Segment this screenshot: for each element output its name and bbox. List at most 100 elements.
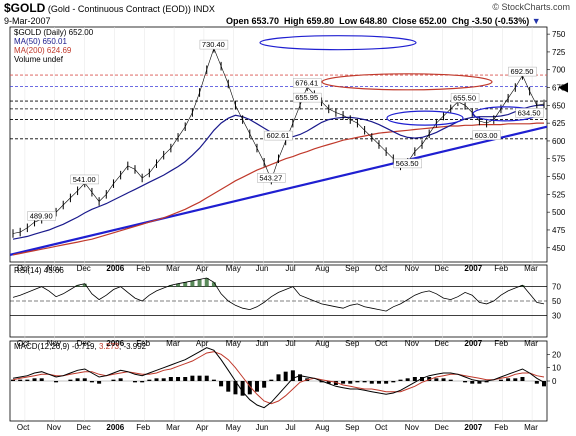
description: (Gold - Continuous Contract (EOD)) — [47, 4, 191, 14]
x-tick-label: Feb — [136, 264, 150, 273]
macd-hist-bar — [477, 381, 482, 384]
x-tick-label: Aug — [315, 339, 329, 348]
symbol: $GOLD — [4, 1, 46, 15]
macd-hist-bar — [298, 374, 303, 381]
x-tick-label: Feb — [136, 339, 150, 348]
rsi-level-label: 30 — [552, 311, 561, 320]
y-tick-label: 600 — [552, 137, 566, 146]
annotation-oct-low-box — [393, 158, 422, 169]
annotation-jul-low-line-box — [293, 92, 322, 103]
macd-hist-bar — [470, 381, 475, 384]
x-tick-label: Jul — [285, 339, 295, 348]
x-tick-label: Apr — [196, 339, 209, 348]
x-tick-label: Feb — [136, 423, 150, 432]
macd-hist-bar — [140, 381, 145, 383]
rsi-overbought-fill — [183, 282, 188, 287]
x-tick-label: Sep — [345, 264, 360, 273]
rsi-level-label: 50 — [552, 297, 561, 306]
annotation-mar-low: 634.50 — [518, 108, 541, 117]
macd-hist-bar — [18, 379, 23, 381]
x-tick-label: Jun — [256, 264, 269, 273]
macd-value: -0.719 — [71, 342, 95, 351]
macd-hist: -3.992 — [123, 342, 147, 351]
x-tick-label: Dec — [77, 339, 91, 348]
ellipse-may-top — [259, 35, 417, 51]
macd-hist-bar — [132, 381, 137, 383]
rsi-overbought-fill — [197, 279, 202, 287]
dropdown-arrow-icon[interactable]: ▼ — [531, 16, 541, 26]
x-tick-label: Jun — [256, 339, 269, 348]
macd-line — [12, 347, 545, 409]
y-tick-label: 475 — [552, 226, 566, 235]
x-tick-label: Mar — [166, 264, 180, 273]
x-tick-label: Dec — [77, 264, 91, 273]
macd-hist-bar — [269, 379, 274, 381]
y-tick-label: 750 — [552, 30, 566, 39]
annotation-jul-low-line: 655.95 — [295, 93, 318, 102]
macd-hist-bar — [97, 381, 102, 384]
x-tick-label: Nov — [405, 264, 419, 273]
x-tick-label: 2006 — [106, 264, 124, 273]
macd-legend: MACD(12,26,9) -0.719, 3.273, -3.992 — [14, 342, 147, 351]
x-tick-label: Feb — [494, 339, 508, 348]
macd-hist-bar — [226, 381, 231, 392]
macd-hist-bar — [11, 379, 15, 381]
x-tick-label: Oct — [375, 423, 388, 432]
macd-hist-bar — [498, 379, 503, 381]
x-tick-label: Dec — [77, 423, 91, 432]
ellipse-resistance — [321, 73, 493, 91]
macd-hist-bar — [484, 381, 489, 383]
rsi-overbought-fill — [82, 283, 87, 287]
rsi-overbought-fill — [190, 280, 195, 287]
x-tick-label: Feb — [494, 264, 508, 273]
macd-signal: 3.273 — [98, 342, 119, 351]
macd-hist-bar — [197, 375, 202, 381]
macd-hist-bar — [384, 381, 389, 384]
y-tick-label: 500 — [552, 208, 566, 217]
chart-date: 9-Mar-2007 — [4, 16, 51, 26]
macd-hist-bar — [290, 370, 295, 381]
x-tick-label: 2007 — [464, 264, 482, 273]
macd-hist-bar — [183, 377, 188, 381]
macd-hist-bar — [25, 379, 30, 381]
macd-hist-bar — [534, 381, 539, 384]
x-tick-label: Oct — [17, 339, 30, 348]
macd-hist-bar — [39, 378, 44, 381]
macd-tick-label: 20 — [552, 350, 561, 359]
rsi-overbought-fill — [75, 285, 80, 287]
macd-hist-bar — [68, 379, 73, 381]
x-tick-label: May — [226, 264, 241, 273]
macd-hist-bar — [362, 381, 367, 383]
macd-hist-bar — [233, 381, 238, 395]
open-value: Open 653.70 — [226, 16, 280, 26]
annotation-dec-high-box — [450, 93, 480, 103]
x-tick-label: Dec — [435, 423, 449, 432]
annotation-jul-high: 676.41 — [295, 79, 318, 88]
y-tick-label: 575 — [552, 155, 566, 164]
macd-hist-bar — [391, 381, 396, 383]
close-value: Close 652.00 — [392, 16, 447, 26]
macd-hist-bar — [398, 379, 403, 381]
annotation-jul-low: 602.61 — [267, 131, 290, 140]
uptrend-line — [9, 125, 548, 256]
x-tick-label: Dec — [435, 339, 449, 348]
macd-hist-bar — [75, 378, 80, 381]
macd-hist-bar — [319, 381, 324, 383]
rsi-overbought-fill — [176, 283, 181, 287]
macd-hist-bar — [147, 379, 152, 381]
macd-hist-bar — [154, 378, 159, 381]
y-tick-label: 625 — [552, 119, 566, 128]
annotation-jul-low-box — [264, 130, 293, 141]
x-tick-label: Apr — [196, 423, 209, 432]
macd-hist-bar — [204, 375, 209, 381]
macd-hist-bar — [111, 379, 116, 381]
x-tick-label: Jun — [256, 423, 269, 432]
annotation-nov05-low-box — [27, 211, 56, 221]
x-tick-label: Nov — [47, 264, 61, 273]
x-tick-label: Dec — [435, 264, 449, 273]
annotation-jun-low: 543.27 — [259, 173, 282, 182]
macd-hist-bar — [211, 379, 216, 381]
x-tick-label: 2007 — [464, 423, 482, 432]
x-tick-label: May — [226, 339, 241, 348]
